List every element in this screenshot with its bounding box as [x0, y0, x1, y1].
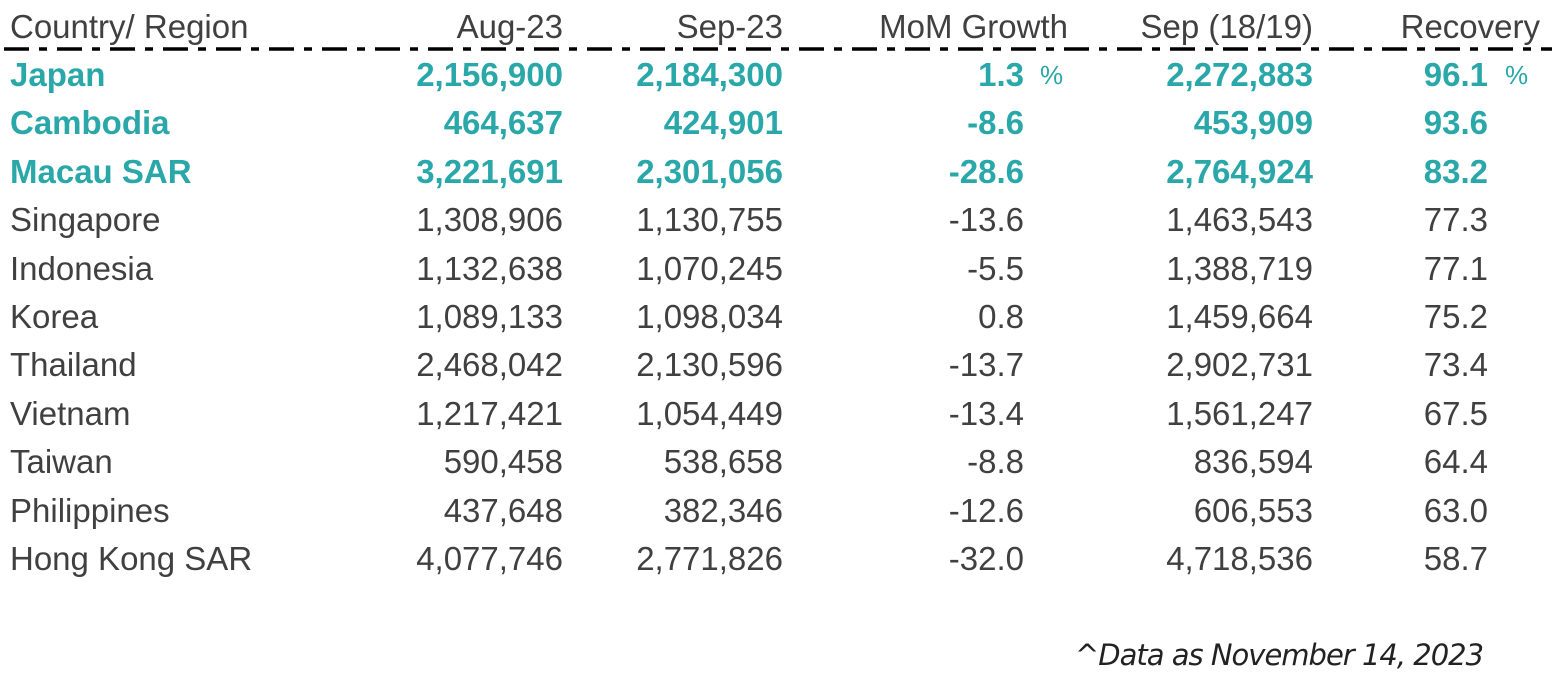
cell-mom-growth: 1.3: [978, 56, 1024, 93]
header-rule: [4, 47, 1552, 51]
cell-sep-18-19: 1,388,719: [1166, 249, 1313, 287]
cell-country: Vietnam: [10, 394, 131, 432]
cell-recovery: 96.1: [1423, 56, 1488, 93]
cell-recovery: 63.0: [1423, 491, 1488, 529]
cell-aug-23: 2,468,042: [416, 346, 563, 384]
cell-sep-18-19: 1,463,543: [1166, 201, 1313, 239]
cell-sep-23: 2,771,826: [636, 540, 783, 577]
cell-country: Indonesia: [10, 249, 154, 287]
cell-sep-23: 1,098,034: [636, 298, 783, 335]
cell-country: Japan: [10, 56, 106, 93]
cell-sep-18-19: 453,909: [1193, 104, 1313, 142]
cell-aug-23: 464,637: [443, 104, 563, 142]
mom-percent-sign: %: [1040, 60, 1064, 90]
cell-sep-23: 1,130,755: [636, 201, 783, 239]
cell-mom-growth: -13.6: [948, 201, 1024, 239]
cell-sep-23: 538,658: [663, 443, 783, 481]
cell-aug-23: 1,308,906: [416, 201, 563, 239]
cell-sep-18-19: 1,459,664: [1166, 298, 1313, 335]
cell-sep-18-19: 1,561,247: [1166, 394, 1313, 432]
cell-recovery: 73.4: [1423, 346, 1488, 384]
cell-sep-18-19: 606,553: [1193, 491, 1313, 529]
cell-mom-growth: -32.0: [948, 540, 1024, 577]
cell-recovery: 58.7: [1423, 540, 1488, 577]
cell-mom-growth: -13.4: [948, 394, 1024, 432]
cell-mom-growth: -8.8: [967, 443, 1024, 481]
cell-recovery: 77.3: [1423, 201, 1488, 239]
recovery-percent-sign: %: [1505, 60, 1529, 90]
cell-country: Korea: [10, 298, 99, 335]
cell-aug-23: 1,132,638: [416, 249, 563, 287]
cell-aug-23: 437,648: [443, 491, 563, 529]
cell-country: Cambodia: [10, 104, 170, 142]
cell-sep-23: 2,130,596: [636, 346, 783, 384]
cell-mom-growth: -12.6: [948, 491, 1024, 529]
header-country: Country/ Region: [10, 8, 249, 45]
cell-sep-18-19: 4,718,536: [1166, 540, 1313, 577]
cell-country: Macau SAR: [10, 152, 192, 190]
cell-sep-23: 382,346: [663, 491, 783, 529]
cell-aug-23: 590,458: [443, 443, 563, 481]
cell-mom-growth: -28.6: [948, 152, 1024, 190]
header-mom-growth: MoM Growth: [879, 8, 1068, 45]
cell-aug-23: 3,221,691: [416, 152, 563, 190]
cell-aug-23: 1,217,421: [416, 394, 563, 432]
cell-sep-18-19: 2,764,924: [1166, 152, 1313, 190]
cell-mom-growth: 0.8: [978, 298, 1024, 335]
cell-mom-growth: -13.7: [948, 346, 1024, 384]
header-recovery: Recovery: [1400, 8, 1540, 45]
cell-aug-23: 2,156,900: [416, 56, 563, 93]
cell-country: Hong Kong SAR: [10, 540, 253, 577]
cell-sep-23: 424,901: [663, 104, 783, 142]
cell-recovery: 93.6: [1423, 104, 1488, 142]
cell-country: Singapore: [10, 201, 161, 239]
cell-mom-growth: -5.5: [967, 249, 1024, 287]
cell-sep-23: 1,070,245: [636, 249, 783, 287]
cell-sep-18-19: 836,594: [1193, 443, 1313, 481]
cell-recovery: 64.4: [1423, 443, 1488, 481]
cell-country: Philippines: [10, 491, 170, 529]
cell-sep-18-19: 2,272,883: [1166, 56, 1313, 93]
footnote: ^Data as November 14, 2023: [1075, 638, 1484, 672]
cell-recovery: 77.1: [1423, 249, 1488, 287]
cell-aug-23: 4,077,746: [416, 540, 563, 577]
header-aug-23: Aug-23: [456, 8, 563, 45]
cell-country: Thailand: [10, 346, 137, 384]
cell-recovery: 75.2: [1423, 298, 1488, 335]
cell-mom-growth: -8.6: [967, 104, 1024, 142]
cell-sep-23: 2,184,300: [636, 56, 783, 93]
cell-sep-23: 2,301,056: [636, 152, 783, 190]
cell-recovery: 83.2: [1423, 152, 1488, 190]
header-sep-23: Sep-23: [676, 8, 783, 45]
cell-sep-23: 1,054,449: [636, 394, 783, 432]
header-sep-18-19: Sep (18/19): [1140, 8, 1313, 45]
cell-aug-23: 1,089,133: [416, 298, 563, 335]
cell-country: Taiwan: [10, 443, 113, 481]
cell-sep-18-19: 2,902,731: [1166, 346, 1313, 384]
cell-recovery: 67.5: [1423, 394, 1488, 432]
